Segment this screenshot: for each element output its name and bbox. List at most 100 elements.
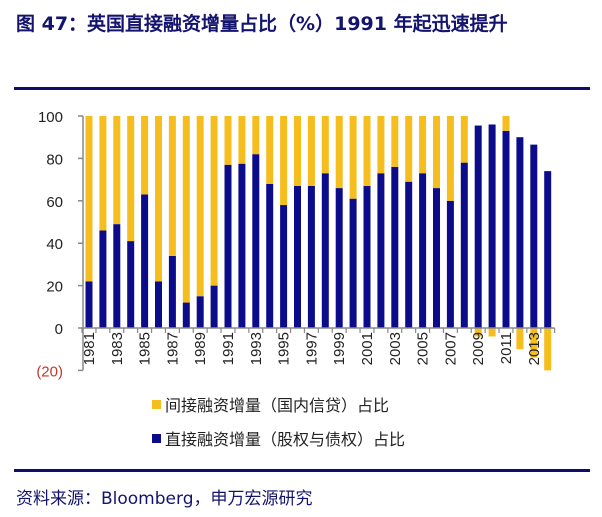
bar-indirect-1992 [238, 116, 246, 164]
legend-swatch-direct [152, 433, 161, 443]
title-divider [14, 87, 590, 90]
x-tick-label: 1993 [248, 332, 265, 365]
bar-indirect-2011 [502, 116, 510, 131]
bar-direct-1987 [168, 255, 176, 328]
bar-indirect-2002 [377, 116, 385, 174]
bar-direct-1998 [321, 173, 329, 328]
bar-direct-2012 [516, 137, 524, 328]
bar-direct-1988 [182, 302, 190, 328]
x-tick-label: 1981 [81, 332, 98, 365]
bar-indirect-2008 [460, 116, 468, 163]
bar-indirect-1993 [252, 116, 260, 155]
bar-indirect-1991 [224, 116, 232, 165]
legend-item-direct: 直接融资增量（股权与债权）占比 [152, 426, 405, 450]
x-tick-label: 2013 [526, 332, 543, 365]
bar-indirect-1983 [113, 116, 121, 225]
x-tick-label: 1995 [276, 332, 293, 365]
bar-direct-1999 [335, 188, 343, 328]
bar-direct-2001 [363, 185, 371, 328]
x-tick-label: 1985 [137, 332, 154, 365]
chart-title: 图 47：英国直接融资增量占比（%）1991 年起迅速提升 [16, 13, 508, 35]
bar-direct-2011 [502, 130, 510, 328]
bar-direct-1994 [266, 183, 274, 328]
bar-direct-2002 [377, 173, 385, 328]
bar-indirect-2010 [488, 328, 496, 337]
bar-direct-2000 [349, 198, 357, 328]
bar-indirect-2013 [530, 328, 538, 358]
bar-indirect-2014 [544, 328, 552, 371]
legend-label-indirect: 间接融资增量（国内信贷）占比 [165, 396, 390, 415]
bar-indirect-1985 [141, 116, 149, 195]
bar-direct-1993 [252, 154, 260, 328]
y-tick-label: 60 [46, 194, 63, 211]
y-tick-label: (20) [36, 363, 63, 380]
source-divider [14, 469, 590, 472]
bar-direct-2007 [446, 200, 454, 328]
x-tick-label: 2007 [442, 332, 459, 365]
bar-direct-2004 [405, 181, 413, 328]
bar-indirect-1987 [168, 116, 176, 256]
bar-indirect-2003 [391, 116, 399, 167]
legend-item-indirect: 间接融资增量（国内信贷）占比 [152, 392, 389, 416]
bar-indirect-1990 [210, 116, 218, 286]
source-note: 资料来源：Bloomberg，申万宏源研究 [16, 489, 313, 509]
y-tick-label: 20 [46, 279, 63, 296]
bar-direct-1983 [113, 224, 121, 328]
bar-direct-1986 [155, 281, 162, 328]
bar-indirect-1995 [280, 116, 288, 206]
bar-direct-2005 [419, 173, 427, 328]
bar-indirect-2001 [363, 116, 371, 186]
y-tick-label: 0 [55, 321, 63, 338]
bar-direct-2006 [433, 188, 440, 328]
bar-indirect-1996 [294, 116, 301, 186]
x-tick-label: 2009 [470, 332, 487, 365]
x-tick-label: 2001 [359, 332, 376, 365]
legend-label-direct: 直接融资增量（股权与债权）占比 [165, 430, 406, 449]
x-tick-label: 2005 [415, 332, 432, 365]
bar-direct-1991 [224, 164, 232, 328]
bar-direct-2010 [488, 124, 496, 328]
x-tick-label: 1991 [220, 332, 237, 365]
bar-indirect-2000 [349, 116, 357, 199]
bar-direct-1990 [210, 285, 218, 328]
bar-direct-1984 [127, 241, 135, 328]
bar-direct-1982 [99, 230, 107, 328]
bar-indirect-1994 [266, 116, 274, 184]
x-tick-label: 1987 [164, 332, 181, 365]
bar-direct-2013 [530, 144, 538, 328]
bar-direct-1995 [280, 205, 288, 328]
bar-direct-2003 [391, 166, 399, 328]
bar-chart: 100 80 60 40 20 0 (20) 1981 1983 1985 1987 1989 1991… [36, 109, 556, 380]
legend-swatch-indirect [152, 399, 161, 409]
bar-direct-1997 [307, 185, 315, 328]
x-tick-label: 1989 [192, 332, 209, 365]
bar-direct-2009 [474, 125, 482, 328]
y-tick-label: 40 [46, 236, 63, 253]
bar-indirect-2004 [405, 116, 413, 182]
bar-indirect-1986 [155, 116, 162, 282]
bar-indirect-1981 [85, 116, 93, 282]
bar-direct-1992 [238, 163, 246, 328]
bar-indirect-2006 [433, 116, 440, 189]
bar-indirect-2012 [516, 328, 524, 350]
bar-indirect-1989 [196, 116, 204, 297]
bar-indirect-1997 [307, 116, 315, 186]
x-tick-label: 1999 [331, 332, 348, 365]
bar-direct-1981 [85, 281, 93, 328]
bar-indirect-2007 [446, 116, 454, 201]
bar-indirect-1982 [99, 116, 107, 231]
bar-indirect-2009 [474, 328, 482, 337]
x-tick-label: 1983 [109, 332, 126, 365]
bar-direct-2014 [544, 171, 552, 328]
bar-direct-2008 [460, 162, 468, 328]
bar-indirect-1999 [335, 116, 343, 189]
bar-indirect-2005 [419, 116, 427, 174]
bar-indirect-1988 [182, 116, 190, 303]
bar-indirect-1998 [321, 116, 329, 174]
bar-indirect-1984 [127, 116, 135, 242]
y-tick-label: 80 [46, 151, 63, 168]
y-tick-label: 100 [38, 109, 63, 126]
bar-direct-1985 [141, 194, 149, 328]
x-tick-label: 2011 [498, 332, 515, 364]
x-tick-label: 1997 [303, 332, 320, 365]
